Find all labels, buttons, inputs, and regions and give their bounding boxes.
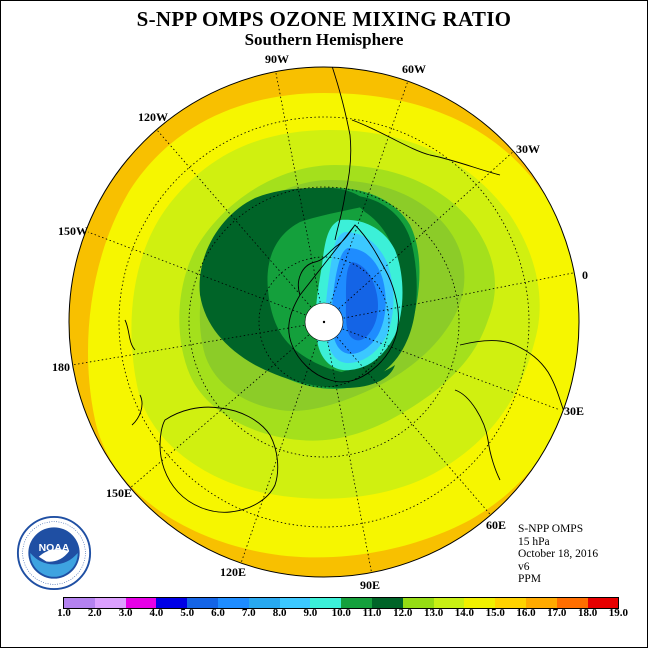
colorbar-tick-label: 2.0 [87, 607, 102, 619]
lon-label-180: 180 [52, 360, 70, 374]
instrument-label: S-NPP OMPS [518, 523, 584, 535]
colorbar-segment [371, 598, 403, 608]
coastline-africa [454, 340, 566, 481]
colorbar-tick-label: 8.0 [272, 607, 287, 619]
colorbar-segment [310, 598, 342, 608]
page-subtitle: Southern Hemisphere [244, 30, 404, 49]
colorbar-segment [248, 598, 280, 608]
colorbar-segment [125, 598, 157, 608]
lon-label-90w: 90W [265, 52, 289, 66]
noaa-logo-icon: NOAA [16, 515, 92, 591]
graticule [71, 67, 579, 576]
lon-label-150e: 150E [106, 486, 133, 500]
map-outline [68, 66, 580, 578]
coastline-antarctica [288, 224, 399, 383]
lon-label-150w: 150W [58, 224, 88, 238]
band-5-6 [345, 262, 378, 341]
coastline-new-zealand [124, 319, 143, 426]
colorbar-tick-label: 13.0 [423, 607, 444, 619]
colorbar-segment [156, 598, 188, 608]
colorbar-tick-label: 6.0 [211, 607, 225, 619]
lon-label-0: 0 [582, 268, 588, 282]
units-label: PPM [518, 573, 542, 585]
product-info: S-NPP OMPS 15 hPa October 18, 2016 v6 PP… [518, 523, 598, 586]
colorbar-segment [94, 598, 126, 608]
lon-label-120e: 120E [220, 565, 247, 579]
colorbar-tick-label: 10.0 [331, 607, 351, 619]
colorbar-tick-label: 17.0 [547, 607, 567, 619]
colorbar-tick-label: 3.0 [118, 607, 133, 619]
lon-label-90e: 90E [360, 578, 381, 592]
colorbar-tick-label: 14.0 [454, 607, 475, 619]
coastline-south-america [329, 67, 501, 241]
colorbar-segment [341, 598, 372, 608]
lon-label-30e: 30E [564, 404, 585, 418]
colorbar-tick-label: 19.0 [608, 607, 629, 619]
colorbar-segment [556, 598, 588, 608]
colorbar-segment [402, 598, 434, 608]
colorbar-tick-label: 12.0 [393, 607, 413, 619]
colorbar-segment [495, 598, 526, 608]
colorbar-tick-label: 15.0 [485, 607, 505, 619]
colorbar-tick-label: 7.0 [241, 607, 256, 619]
colorbar-segment [433, 598, 465, 608]
band-10-11-dark [199, 187, 395, 388]
colorbar-segment [64, 598, 95, 608]
lon-label-120w: 120W [138, 110, 168, 124]
colorbar-segment [279, 598, 311, 608]
pole-marker [322, 320, 326, 324]
lon-label-60w: 60W [402, 62, 426, 76]
lon-label-60e: 60E [486, 518, 507, 532]
colorbar-tick-label: 16.0 [516, 607, 536, 619]
colorbar-tick-label: 4.0 [149, 607, 164, 619]
colorbar-segment [217, 598, 249, 608]
noaa-logo-text: NOAA [39, 543, 70, 554]
colorbar-tick-label: 9.0 [303, 607, 318, 619]
colorbar-segment [187, 598, 218, 608]
colorbar-segment [525, 598, 557, 608]
colorbar-tick-label: 18.0 [577, 607, 598, 619]
colorbar-tick-label: 5.0 [180, 607, 195, 619]
lon-label-30w: 30W [516, 142, 540, 156]
version-label: v6 [518, 560, 530, 573]
coastline-australia [159, 406, 279, 513]
pressure-level-label: 15 hPa [518, 535, 550, 548]
date-label: October 18, 2016 [518, 548, 599, 560]
colorbar-segment [464, 598, 496, 608]
colorbar-tick-label: 11.0 [362, 607, 382, 619]
colorbar-tick-label: 1.0 [57, 607, 71, 619]
colorbar-segment [587, 598, 619, 608]
colorbar [63, 597, 620, 609]
page-title: S-NPP OMPS OZONE MIXING RATIO [136, 7, 512, 31]
